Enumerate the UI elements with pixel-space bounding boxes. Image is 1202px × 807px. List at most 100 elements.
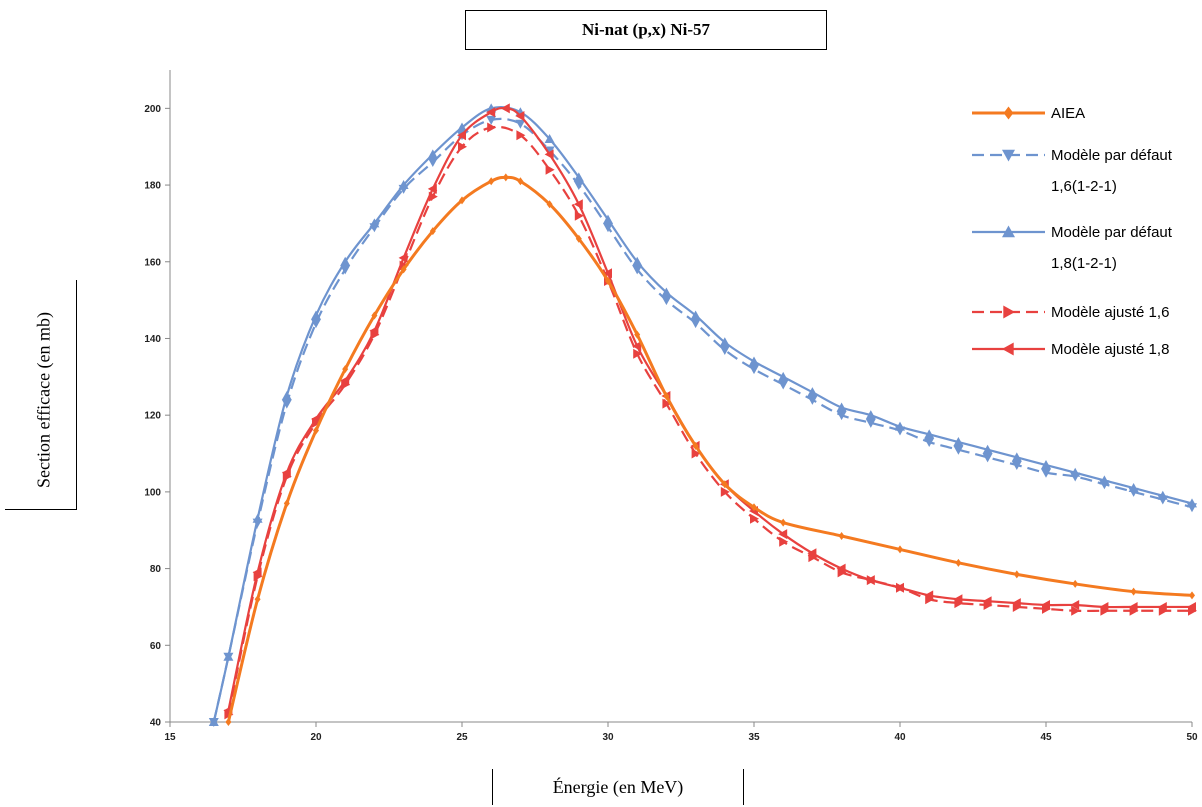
data-point <box>458 141 467 152</box>
data-point <box>311 414 320 425</box>
data-point <box>488 177 495 186</box>
data-point <box>836 563 846 574</box>
data-point <box>515 111 525 122</box>
data-point <box>1157 601 1167 612</box>
data-point <box>459 196 465 205</box>
data-point <box>1013 570 1020 579</box>
data-point <box>502 173 509 182</box>
data-point <box>895 421 905 431</box>
series-line <box>227 125 1192 715</box>
data-point <box>1041 600 1050 611</box>
legend-entry: Modèle par défaut <box>1051 147 1173 164</box>
data-point <box>283 499 290 508</box>
data-point <box>545 164 555 175</box>
data-point <box>371 311 378 320</box>
data-point <box>1099 475 1110 485</box>
legend-entry: AIEA <box>1051 105 1085 122</box>
data-point <box>573 181 584 191</box>
data-point <box>544 149 554 160</box>
legend-entry: Modèle ajusté 1,6 <box>1051 304 1169 321</box>
data-point <box>1070 600 1080 611</box>
data-point <box>603 223 613 233</box>
legend-entry: 1,6(1-2-1) <box>1051 178 1117 195</box>
series-line <box>212 105 1193 723</box>
data-point <box>1011 598 1021 609</box>
data-point <box>661 296 672 306</box>
data-point <box>924 438 935 448</box>
data-point <box>662 398 672 409</box>
data-point <box>313 426 319 435</box>
y-tick-label: 140 <box>144 334 161 345</box>
data-point <box>953 445 964 455</box>
data-point <box>663 392 670 400</box>
legend-entry: Modèle ajusté 1,8 <box>1051 341 1169 358</box>
series-line <box>226 175 1193 723</box>
data-point <box>778 371 789 381</box>
y-tick-label: 160 <box>144 257 161 268</box>
data-point <box>719 337 730 347</box>
data-point <box>427 183 437 194</box>
data-point <box>897 545 903 554</box>
data-point <box>575 234 582 243</box>
data-point <box>632 256 643 266</box>
x-tick-label: 40 <box>894 732 906 743</box>
data-point <box>281 467 291 478</box>
legend-marker <box>1002 149 1015 162</box>
x-tick-label: 15 <box>164 732 176 743</box>
data-point <box>982 596 992 607</box>
legend-marker <box>1003 106 1014 120</box>
data-point <box>632 341 642 352</box>
data-point <box>574 210 584 221</box>
x-tick-label: 50 <box>1186 732 1198 743</box>
y-tick-label: 180 <box>144 181 161 192</box>
data-point <box>517 177 524 186</box>
data-point <box>311 310 321 320</box>
data-point <box>780 518 787 527</box>
data-point <box>457 122 467 132</box>
data-point <box>634 330 641 339</box>
data-point <box>1128 483 1139 493</box>
data-point <box>690 310 701 320</box>
data-point <box>427 158 438 168</box>
data-point <box>1189 591 1195 600</box>
legend-entry: Modèle par défaut <box>1051 224 1173 241</box>
data-point <box>369 325 379 336</box>
data-point <box>836 402 847 412</box>
x-tick-label: 45 <box>1040 732 1052 743</box>
data-point <box>515 119 526 129</box>
data-point <box>225 718 232 726</box>
data-point <box>807 548 817 559</box>
data-point <box>487 122 497 133</box>
data-point <box>982 453 993 463</box>
data-point <box>836 411 847 421</box>
data-point <box>690 319 701 329</box>
data-point <box>807 395 818 405</box>
series-line <box>212 117 1193 723</box>
data-point <box>692 441 699 450</box>
data-point <box>252 567 262 578</box>
data-point <box>1128 601 1138 612</box>
data-point <box>749 356 759 366</box>
data-point <box>865 410 876 420</box>
data-point <box>457 130 466 141</box>
data-point <box>720 486 730 497</box>
data-point <box>369 218 380 228</box>
y-tick-label: 40 <box>150 718 162 729</box>
data-point <box>750 513 759 524</box>
data-point <box>778 380 789 390</box>
data-point <box>953 437 964 447</box>
data-point <box>1130 587 1137 596</box>
data-point <box>807 387 818 397</box>
data-point <box>223 651 234 661</box>
data-point <box>1099 601 1109 612</box>
y-tick-label: 200 <box>144 104 161 115</box>
data-point <box>953 594 963 605</box>
y-tick-label: 60 <box>150 641 162 652</box>
data-point <box>427 149 438 159</box>
x-tick-label: 20 <box>310 732 322 743</box>
data-point <box>429 227 436 236</box>
data-point <box>281 391 292 400</box>
data-point <box>400 265 407 274</box>
y-tick-label: 120 <box>144 411 161 422</box>
data-point <box>544 134 555 144</box>
